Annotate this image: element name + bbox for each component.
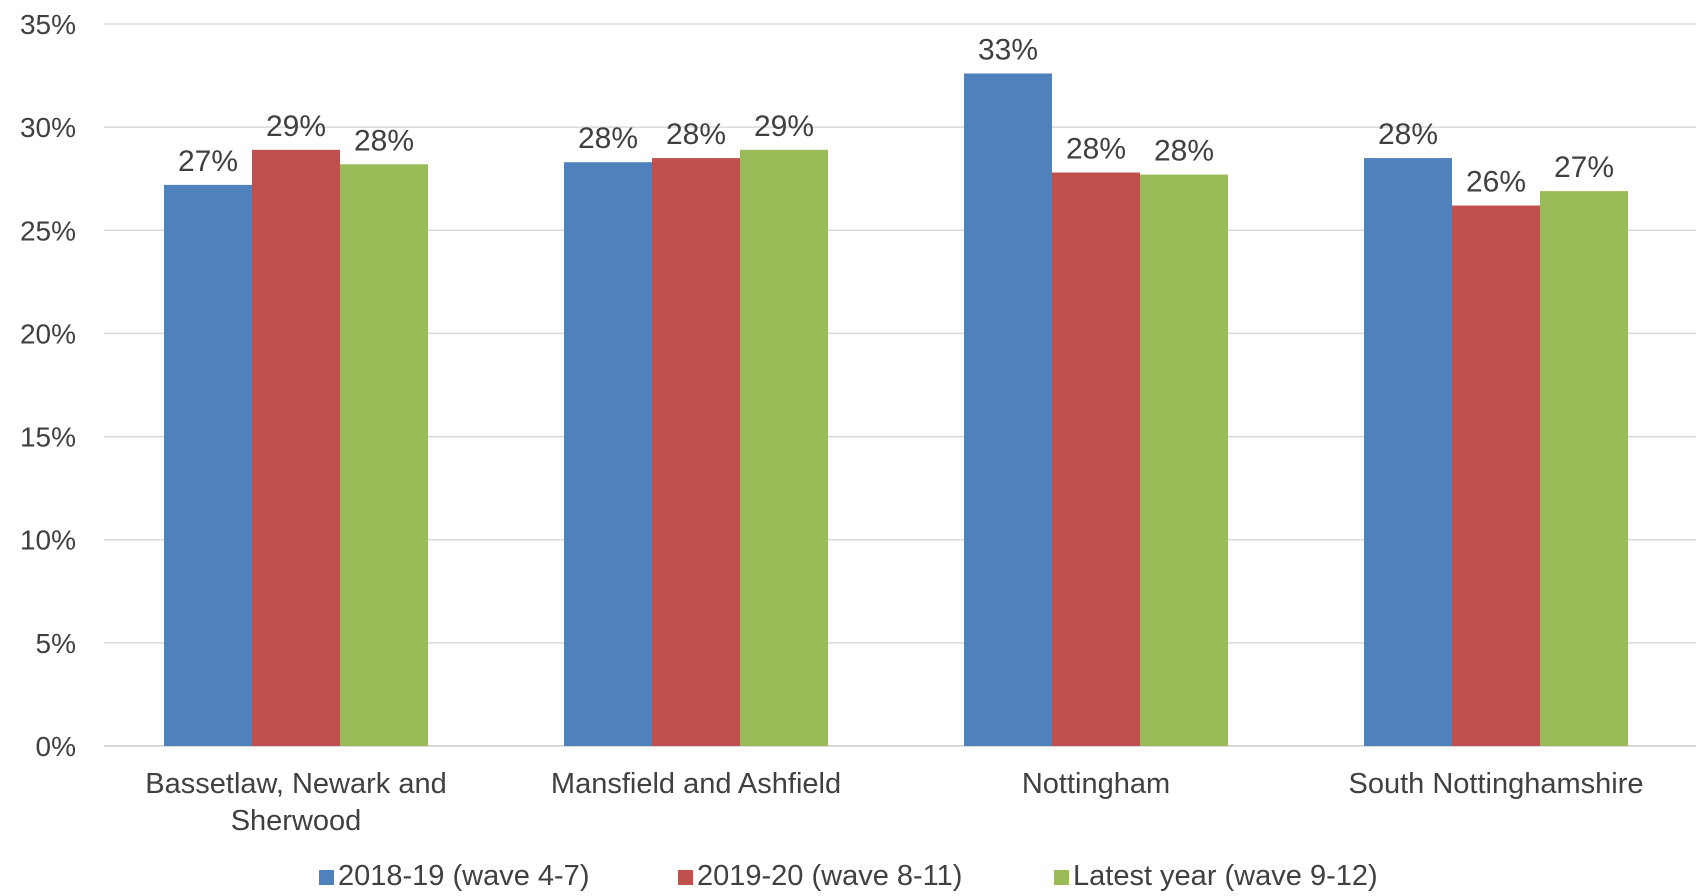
- legend-swatch: [1054, 870, 1069, 885]
- bar: [740, 149, 828, 746]
- y-tick-label: 20%: [20, 318, 76, 349]
- legend: 2018-19 (wave 4-7) 2019-20 (wave 8-11) Lat…: [319, 860, 1378, 892]
- x-category-label: Mansfield and Ashfield: [551, 768, 841, 800]
- bar: [340, 164, 428, 746]
- data-label: 28%: [1154, 135, 1214, 168]
- y-tick-label: 5%: [36, 628, 76, 659]
- legend-swatch: [319, 870, 334, 885]
- x-category-label: Sherwood: [231, 805, 362, 837]
- data-label: 29%: [266, 110, 326, 143]
- y-tick-label: 15%: [20, 422, 76, 453]
- y-tick-label: 25%: [20, 215, 76, 246]
- x-axis-category-labels: Bassetlaw, Newark and Sherwood Mansfield a…: [145, 768, 1643, 837]
- bar: [1452, 205, 1540, 746]
- legend-label: 2018-19 (wave 4-7): [338, 860, 589, 892]
- bar: [964, 73, 1052, 747]
- bar: [1540, 191, 1628, 746]
- x-category-label: Nottingham: [1022, 768, 1170, 800]
- bar: [164, 184, 252, 747]
- bar: [1140, 174, 1228, 747]
- data-label: 27%: [178, 145, 238, 178]
- bar: [1052, 172, 1140, 747]
- legend-label: Latest year (wave 9-12): [1073, 860, 1378, 892]
- data-label: 28%: [354, 124, 414, 157]
- bar: [1364, 158, 1452, 747]
- y-tick-label: 10%: [20, 525, 76, 556]
- data-label: 26%: [1466, 166, 1526, 199]
- x-category-label: Bassetlaw, Newark and: [145, 768, 446, 800]
- legend-label: 2019-20 (wave 8-11): [697, 860, 962, 892]
- bar: [652, 158, 740, 747]
- y-axis-tick-labels: 0% 5% 10% 15% 20% 25% 30% 35%: [20, 9, 76, 762]
- bar: [252, 149, 340, 746]
- bars: [164, 73, 1628, 747]
- y-tick-label: 30%: [20, 112, 76, 143]
- bar: [564, 162, 652, 746]
- x-category-label: South Nottinghamshire: [1349, 768, 1644, 800]
- data-label: 27%: [1554, 151, 1614, 184]
- data-label: 29%: [754, 110, 814, 143]
- data-label: 28%: [1066, 133, 1126, 166]
- data-label: 33%: [978, 34, 1038, 67]
- data-label: 28%: [1378, 118, 1438, 151]
- legend-swatch: [678, 870, 693, 885]
- data-label: 28%: [578, 122, 638, 155]
- data-label: 28%: [666, 118, 726, 151]
- y-tick-label: 0%: [36, 731, 76, 762]
- y-tick-label: 35%: [20, 9, 76, 40]
- data-labels: 27% 29% 28% 28% 28% 29% 33% 28% 28% 28% 26% 27%: [178, 34, 1614, 199]
